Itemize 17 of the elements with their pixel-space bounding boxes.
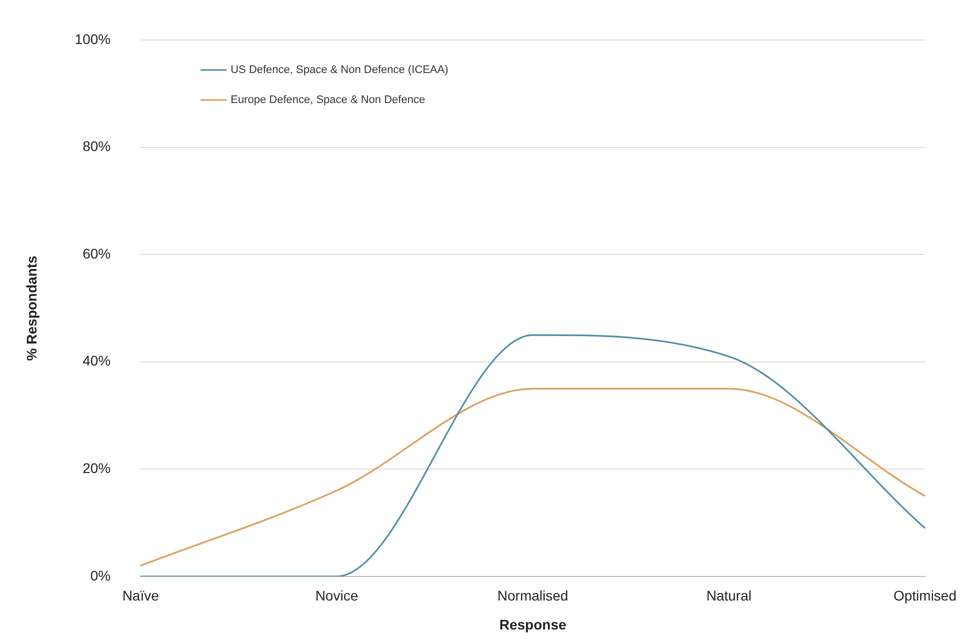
- y-tick-label: 60%: [82, 245, 111, 262]
- y-axis-title: % Respondants: [23, 255, 40, 361]
- x-tick-label: Natural: [706, 588, 752, 604]
- legend-label: US Defence, Space & Non Defence (ICEAA): [230, 64, 448, 76]
- x-tick-label: Novice: [315, 588, 358, 604]
- x-axis-title: Response: [499, 616, 566, 632]
- y-tick-label: 40%: [82, 352, 111, 369]
- y-tick-label: 20%: [82, 460, 111, 476]
- line-series: [140, 388, 926, 566]
- line-series: [140, 334, 926, 576]
- y-tick-label: 100%: [74, 30, 111, 47]
- y-tick-label: 0%: [90, 567, 111, 584]
- x-tick-label: Optimised: [893, 588, 957, 604]
- x-tick-label: Normalised: [497, 588, 568, 604]
- x-tick-label: Naïve: [122, 588, 160, 604]
- y-tick-label: 80%: [82, 138, 111, 154]
- legend-label: Europe Defence, Space & Non Defence: [230, 94, 426, 106]
